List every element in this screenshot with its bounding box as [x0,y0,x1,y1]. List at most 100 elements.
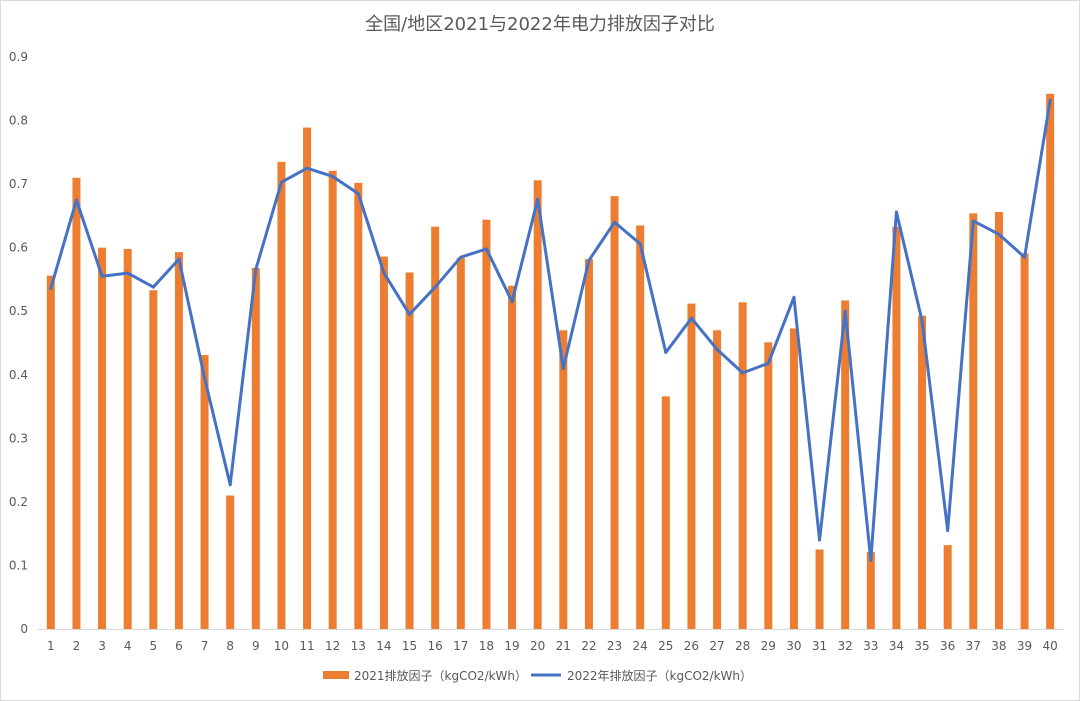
bar [559,330,568,629]
line-point [254,267,258,271]
line-point [818,538,822,542]
legend-bar-swatch [323,671,349,679]
line-point [587,258,591,262]
bar [892,226,901,629]
x-tick-label: 37 [966,639,981,653]
line-point [946,528,950,532]
x-tick-label: 21 [556,639,571,653]
bar [431,226,440,629]
bar [456,257,465,629]
legend: 2021排放因子（kgCO2/kWh） 2022年排放因子（kgCO2/kWh） [323,668,752,683]
bar [943,545,952,629]
x-tick-label: 7 [201,639,209,653]
bar [303,127,312,630]
bar [815,549,824,629]
x-tick-label: 29 [761,639,776,653]
x-tick-label: 4 [124,639,132,653]
line-point [177,257,181,261]
bar [918,315,927,629]
line-point [279,180,283,184]
bar [687,303,696,629]
y-tick-label: 0.5 [9,304,28,318]
line-point [484,247,488,251]
x-tick-label: 15 [402,639,417,653]
bar [610,196,619,630]
bar [46,275,55,629]
line-point [715,347,719,351]
line-point [869,558,873,562]
x-tick-label: 11 [299,639,314,653]
x-tick-label: 35 [914,639,929,653]
line-point [971,219,975,223]
line-point [894,210,898,214]
bar [149,290,158,629]
x-tick-label: 14 [376,639,391,653]
bar [379,256,388,629]
y-tick-label: 0.4 [9,368,28,382]
x-tick-label: 28 [735,639,750,653]
line-point [382,271,386,275]
bar [328,170,337,629]
line-point [151,285,155,289]
bar [764,342,773,629]
x-tick-label: 39 [1017,639,1032,653]
line-point [356,192,360,196]
y-axis: 0 0.1 0.2 0.3 0.4 0.5 0.6 0.7 0.8 0.9 [9,50,28,636]
line-point [74,198,78,202]
line-point [126,271,130,275]
line-point [100,274,104,278]
x-tick-label: 33 [863,639,878,653]
bar [1046,93,1055,629]
line-point [408,312,412,316]
x-tick-label: 26 [684,639,699,653]
y-tick-label: 0.7 [9,177,28,191]
line-point [459,255,463,259]
legend-bar-label: 2021排放因子（kgCO2/kWh） [354,668,527,683]
x-tick-label: 6 [175,639,183,653]
x-tick-label: 12 [325,639,340,653]
line-point [997,232,1001,236]
bar [636,225,645,629]
line-point [1048,98,1052,102]
line-point [843,309,847,313]
x-tick-label: 10 [274,639,289,653]
line-point [766,361,770,365]
x-tick-label: 38 [991,639,1006,653]
x-tick-label: 20 [530,639,545,653]
bar [200,355,209,629]
bar [713,330,722,629]
bar [72,177,81,629]
y-tick-label: 0.2 [9,495,28,509]
bar [405,272,414,629]
line-point [792,295,796,299]
x-tick-label: 9 [252,639,260,653]
x-tick-label: 31 [812,639,827,653]
bar [533,180,542,629]
bar [789,328,798,629]
x-tick-label: 36 [940,639,955,653]
line-point [49,286,53,290]
x-tick-label: 23 [607,639,622,653]
x-axis: 1 2 3 4 5 6 7 8 9 10 11 12 13 14 15 16 17 18 19 20 21 22 23 24 2… [38,629,1063,653]
series-line [49,98,1052,562]
line-point [613,220,617,224]
y-tick-label: 0.3 [9,431,28,445]
bar [251,268,260,629]
bar [226,495,235,629]
x-tick-label: 2 [73,639,81,653]
x-tick-label: 1 [47,639,55,653]
line-point [1023,255,1027,259]
chart-title: 全国/地区2021与2022年电力排放因子对比 [365,14,715,35]
bar [508,285,517,629]
y-tick-label: 0 [20,622,28,636]
x-tick-label: 13 [351,639,366,653]
x-tick-label: 17 [453,639,468,653]
x-tick-label: 18 [479,639,494,653]
x-tick-label: 22 [581,639,596,653]
y-tick-label: 0.9 [9,50,28,64]
line-point [664,351,668,355]
bar [482,219,491,630]
x-tick-label: 30 [786,639,801,653]
